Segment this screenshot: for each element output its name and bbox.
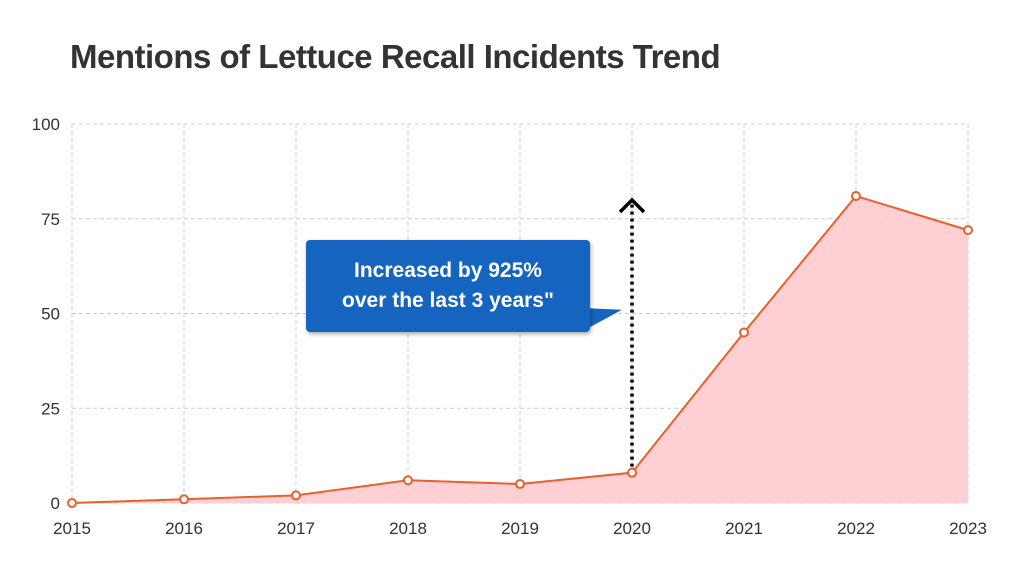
x-axis-ticks: 2015 2016 2017 2018 2019 2020 2021 2022 2023 [53,519,987,538]
x-tick-label-2015: 2015 [53,519,91,538]
chart-title: Mentions of Lettuce Recall Incidents Tre… [70,38,721,75]
y-tick-label-75: 75 [41,210,60,229]
annotation-line-1: Increased by 925% [354,259,542,282]
increase-arrow [618,197,646,467]
data-point-2015 [67,498,77,508]
data-point-2017 [291,490,301,501]
data-point-2018 [403,475,413,486]
x-tick-label-2017: 2017 [277,519,315,538]
data-point-2022 [851,191,861,202]
annotation-line-2: over the last 3 years" [342,289,554,312]
x-tick-label-2021: 2021 [725,519,763,538]
arrow-head [618,197,646,214]
annotation-callout: Increased by 925% over the last 3 years" [306,240,590,332]
y-axis-ticks: 0 25 50 75 100 [32,115,60,513]
data-point-2016 [179,494,189,505]
data-point-2019 [515,479,525,490]
data-points [67,191,973,508]
x-tick-label-2019: 2019 [501,519,539,538]
data-point-2020 [627,467,637,478]
x-tick-label-2018: 2018 [389,519,427,538]
x-tick-label-2022: 2022 [837,519,875,538]
y-tick-label-0: 0 [51,494,60,513]
x-tick-label-2016: 2016 [165,519,203,538]
y-tick-label-50: 50 [41,305,60,324]
y-tick-label-100: 100 [32,115,60,134]
data-point-2021 [739,327,749,338]
x-tick-label-2020: 2020 [613,519,651,538]
x-tick-label-2023: 2023 [949,519,987,538]
area-fill [72,196,968,503]
data-point-2023 [963,225,973,236]
y-tick-label-25: 25 [41,399,60,418]
